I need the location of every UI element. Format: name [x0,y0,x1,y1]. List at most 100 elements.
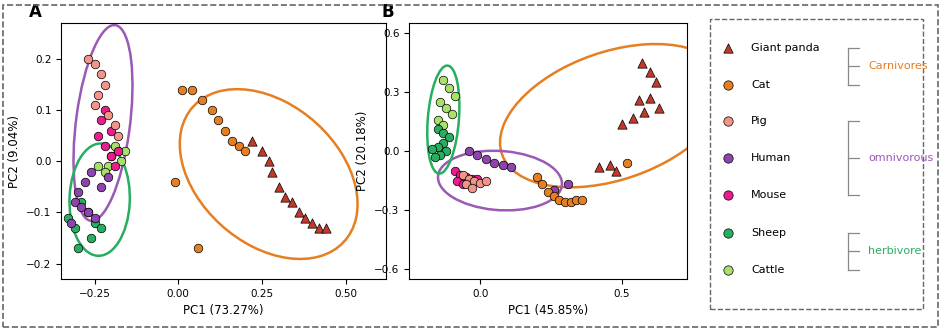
Point [458,174,473,179]
Point [436,123,451,128]
Point [104,153,119,159]
Point [110,148,125,154]
Point [67,200,82,205]
Point [472,180,487,185]
Point [90,133,105,138]
Point [278,195,293,200]
Point [298,215,313,220]
Point [603,162,618,167]
Point [84,235,99,241]
Point [540,190,555,195]
Point [90,92,105,98]
Point [101,164,116,169]
Text: Sheep: Sheep [751,228,786,238]
Text: Cat: Cat [751,80,770,90]
X-axis label: PC1 (73.27%): PC1 (73.27%) [183,304,263,317]
Point [104,153,119,159]
Point [575,198,590,203]
Point [262,159,277,164]
Point [470,176,485,181]
Point [441,85,456,91]
Point [433,99,448,105]
Point [478,178,493,183]
Point [529,174,544,179]
Point [470,152,485,158]
Point [94,184,109,190]
Point [101,113,116,118]
Y-axis label: PC2 (20.18%): PC2 (20.18%) [356,111,369,191]
Text: A: A [28,3,41,21]
Point [271,184,286,190]
Point [430,127,445,132]
Point [721,192,736,198]
Point [436,78,451,83]
Point [80,56,95,62]
Point [643,70,658,75]
Point [88,215,103,220]
Point [486,160,502,166]
Point [651,105,666,111]
Point [305,220,320,225]
Point [254,148,269,154]
Text: herbivore: herbivore [869,246,922,256]
Point [552,198,567,203]
Point [90,164,105,169]
Point [88,61,103,67]
Point [94,225,109,230]
Point [439,105,454,111]
Point [73,205,88,210]
Point [88,102,103,108]
Point [643,95,658,101]
Point [614,121,630,126]
Point [107,143,122,149]
Point [626,115,641,120]
Point [71,189,86,195]
Point [80,210,95,215]
Point [631,97,646,103]
Point [547,188,562,193]
Point [114,159,129,164]
Point [84,169,99,174]
Point [67,225,82,230]
Point [450,178,465,183]
Point [637,109,652,115]
Point [427,154,442,160]
Text: omnivorous: omnivorous [869,153,933,163]
Point [455,172,470,177]
Point [609,168,624,173]
Point [80,210,95,215]
Point [194,97,209,103]
Point [77,179,92,184]
Text: B: B [382,3,394,21]
Point [439,148,454,154]
Point [436,131,451,136]
Text: Human: Human [751,153,791,163]
Point [245,138,260,143]
Point [73,200,88,205]
Point [433,152,448,158]
Point [107,164,122,169]
Text: Giant panda: Giant panda [751,43,820,53]
Point [648,80,663,85]
Text: Cattle: Cattle [751,265,784,275]
Point [569,198,584,203]
Point [238,148,253,154]
Point [592,164,607,169]
X-axis label: PC1 (45.85%): PC1 (45.85%) [508,304,588,317]
Point [284,200,299,205]
Point [558,200,573,205]
Point [424,146,439,152]
Point [620,160,635,166]
Point [547,194,562,199]
Point [461,176,476,181]
Point [441,135,456,140]
Point [430,117,445,122]
Point [97,82,112,87]
Text: Carnivores: Carnivores [869,61,928,71]
Point [204,108,219,113]
Point [71,246,86,251]
Point [97,108,112,113]
Point [191,246,206,251]
Point [503,164,518,169]
Point [104,128,119,133]
